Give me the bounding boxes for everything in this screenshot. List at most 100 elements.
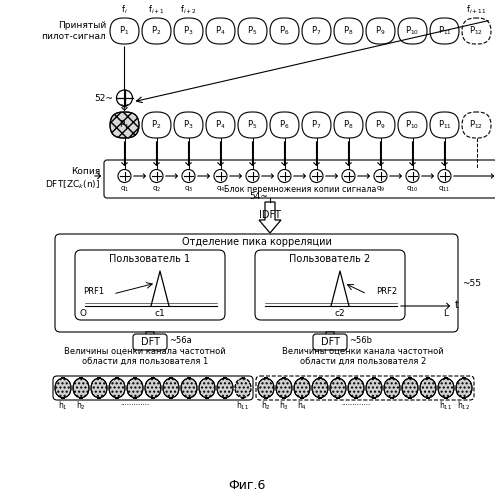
Text: t: t <box>455 300 459 310</box>
Text: P$_1$: P$_1$ <box>119 119 130 131</box>
Text: P$_8$: P$_8$ <box>343 25 354 37</box>
FancyBboxPatch shape <box>302 18 331 44</box>
FancyBboxPatch shape <box>55 378 71 398</box>
FancyBboxPatch shape <box>206 18 235 44</box>
FancyBboxPatch shape <box>313 334 347 350</box>
Text: P$_7$: P$_7$ <box>311 119 322 131</box>
FancyBboxPatch shape <box>366 112 395 138</box>
Text: h$_2$: h$_2$ <box>76 400 86 413</box>
FancyBboxPatch shape <box>174 18 203 44</box>
Text: P$_4$: P$_4$ <box>215 25 226 37</box>
FancyBboxPatch shape <box>238 18 267 44</box>
FancyBboxPatch shape <box>276 378 292 398</box>
FancyBboxPatch shape <box>91 378 107 398</box>
Text: Принятый
пилот-сигнал: Принятый пилот-сигнал <box>41 21 106 41</box>
Text: ~56b: ~56b <box>349 336 372 345</box>
Text: 54~: 54~ <box>249 192 268 201</box>
Text: P$_{12}$: P$_{12}$ <box>469 25 484 37</box>
Polygon shape <box>259 202 281 233</box>
FancyBboxPatch shape <box>206 112 235 138</box>
FancyBboxPatch shape <box>142 18 171 44</box>
Polygon shape <box>141 332 159 350</box>
FancyBboxPatch shape <box>127 378 143 398</box>
Text: h$_3$: h$_3$ <box>279 400 289 413</box>
FancyBboxPatch shape <box>174 112 203 138</box>
Text: P$_6$: P$_6$ <box>279 119 290 131</box>
FancyBboxPatch shape <box>430 18 459 44</box>
FancyBboxPatch shape <box>258 378 274 398</box>
FancyBboxPatch shape <box>398 18 427 44</box>
FancyBboxPatch shape <box>110 112 139 138</box>
FancyBboxPatch shape <box>312 378 328 398</box>
FancyBboxPatch shape <box>366 378 382 398</box>
FancyBboxPatch shape <box>334 18 363 44</box>
FancyBboxPatch shape <box>133 334 167 350</box>
FancyBboxPatch shape <box>302 112 331 138</box>
Text: P$_2$: P$_2$ <box>151 119 162 131</box>
Text: q$_9$: q$_9$ <box>376 185 385 194</box>
Text: Пользователь 1: Пользователь 1 <box>109 254 191 264</box>
FancyBboxPatch shape <box>348 378 364 398</box>
Text: P$_{10}$: P$_{10}$ <box>405 25 420 37</box>
Text: P$_{11}$: P$_{11}$ <box>438 25 451 37</box>
FancyBboxPatch shape <box>181 378 197 398</box>
Text: 52~: 52~ <box>95 93 113 102</box>
Text: P$_9$: P$_9$ <box>375 25 386 37</box>
FancyBboxPatch shape <box>270 112 299 138</box>
Text: f$_{i+11}$: f$_{i+11}$ <box>466 3 487 16</box>
Text: P$_{12}$: P$_{12}$ <box>469 119 484 131</box>
Text: c1: c1 <box>154 309 165 318</box>
Text: P$_3$: P$_3$ <box>183 119 194 131</box>
FancyBboxPatch shape <box>402 378 418 398</box>
FancyBboxPatch shape <box>145 378 161 398</box>
Text: O: O <box>80 309 87 318</box>
FancyBboxPatch shape <box>238 112 267 138</box>
Text: DFT: DFT <box>320 337 340 347</box>
Text: Величины оценки канала частотной
области для пользователя 2: Величины оценки канала частотной области… <box>282 347 444 366</box>
FancyBboxPatch shape <box>398 112 427 138</box>
FancyBboxPatch shape <box>384 378 400 398</box>
Text: P$_1$: P$_1$ <box>119 25 130 37</box>
Text: P$_{10}$: P$_{10}$ <box>405 119 420 131</box>
Text: h$_2$: h$_2$ <box>261 400 271 413</box>
FancyBboxPatch shape <box>75 250 225 320</box>
Text: q$_3$: q$_3$ <box>184 185 193 194</box>
FancyBboxPatch shape <box>73 378 89 398</box>
Text: P$_7$: P$_7$ <box>311 25 322 37</box>
FancyBboxPatch shape <box>430 112 459 138</box>
Text: P$_5$: P$_5$ <box>248 25 258 37</box>
FancyBboxPatch shape <box>110 18 139 44</box>
Text: q$_4$: q$_4$ <box>216 185 225 194</box>
Text: h$_4$: h$_4$ <box>297 400 307 413</box>
Text: q$_{11}$: q$_{11}$ <box>439 185 450 194</box>
FancyBboxPatch shape <box>199 378 215 398</box>
Text: h$_1$: h$_1$ <box>58 400 68 413</box>
FancyBboxPatch shape <box>255 250 405 320</box>
FancyBboxPatch shape <box>420 378 436 398</box>
Text: Копия
DFT[ZC$_k$(n)]: Копия DFT[ZC$_k$(n)] <box>45 167 100 191</box>
Text: Отделение пика корреляции: Отделение пика корреляции <box>182 237 332 247</box>
FancyBboxPatch shape <box>330 378 346 398</box>
Text: ~55: ~55 <box>462 278 481 287</box>
Text: ~56a: ~56a <box>169 336 192 345</box>
FancyBboxPatch shape <box>456 378 472 398</box>
Text: Блок перемножения копии сигнала: Блок перемножения копии сигнала <box>224 185 377 194</box>
Text: Фиг.6: Фиг.6 <box>228 479 266 492</box>
Polygon shape <box>321 332 339 350</box>
FancyBboxPatch shape <box>104 160 495 198</box>
Text: c2: c2 <box>335 309 346 318</box>
Text: P$_2$: P$_2$ <box>151 25 162 37</box>
FancyBboxPatch shape <box>462 112 491 138</box>
Text: Величины оценки канала частотной
области для пользователя 1: Величины оценки канала частотной области… <box>64 347 226 366</box>
Text: PRF1: PRF1 <box>83 286 104 295</box>
FancyBboxPatch shape <box>109 378 125 398</box>
FancyBboxPatch shape <box>55 234 458 332</box>
FancyBboxPatch shape <box>462 18 491 44</box>
FancyBboxPatch shape <box>334 112 363 138</box>
Text: DFT: DFT <box>141 337 159 347</box>
FancyBboxPatch shape <box>294 378 310 398</box>
FancyBboxPatch shape <box>217 378 233 398</box>
Text: .............: ............. <box>342 400 371 406</box>
Text: h$_{11}$: h$_{11}$ <box>237 400 249 413</box>
Text: h$_{12}$: h$_{12}$ <box>457 400 471 413</box>
